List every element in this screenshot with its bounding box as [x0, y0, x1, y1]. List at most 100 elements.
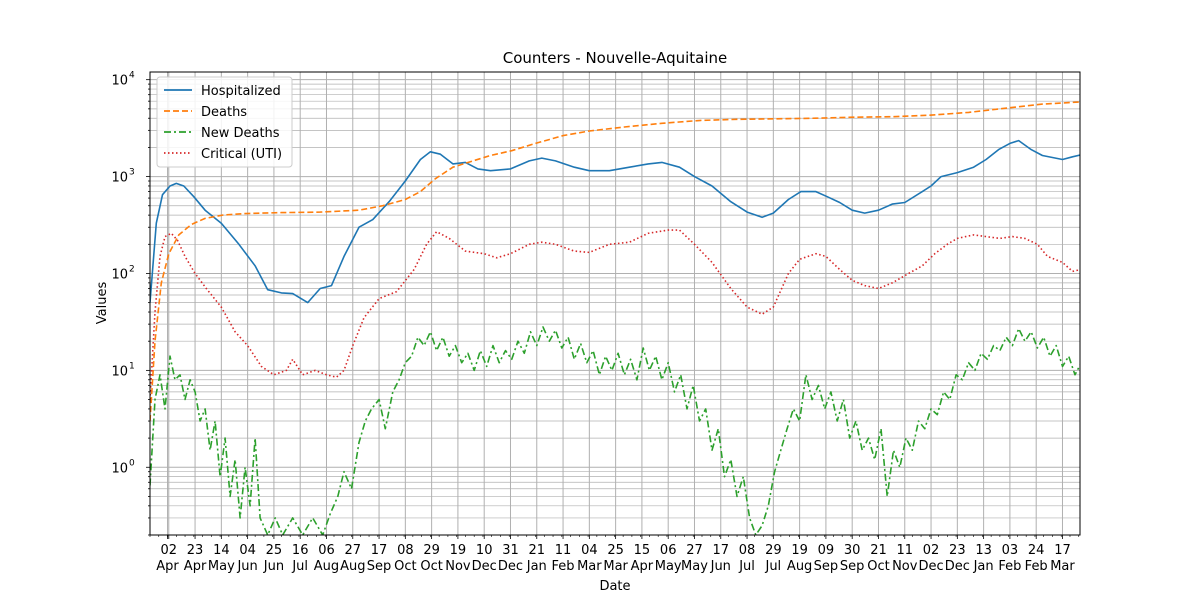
x-tick-label-day: 27: [686, 543, 703, 558]
x-tick-label-day: 16: [292, 543, 309, 558]
x-tick-label-month: Aug: [340, 559, 365, 574]
x-tick-label-day: 19: [450, 543, 467, 558]
y-tick-label: 10: [111, 74, 128, 89]
x-tick-label-day: 06: [660, 543, 677, 558]
x-tick-label-day: 23: [949, 543, 966, 558]
x-tick-label-day: 27: [344, 543, 361, 558]
x-tick-label-day: 08: [397, 543, 414, 558]
x-tick-label-month: Jan: [973, 559, 994, 574]
x-tick-label-month: Feb: [552, 559, 575, 574]
y-tick-label: 10: [111, 461, 128, 476]
x-tick-label-month: Jul: [291, 559, 308, 574]
x-tick-label-day: 17: [1054, 543, 1071, 558]
x-tick-label-day: 02: [923, 543, 940, 558]
x-tick-label-day: 11: [896, 543, 913, 558]
x-tick-label-day: 08: [739, 543, 756, 558]
y-tick-label-exponent: 0: [129, 458, 135, 468]
x-tick-label-month: Jul: [764, 559, 781, 574]
x-tick-label-month: Apr: [184, 559, 207, 574]
x-axis-label: Date: [599, 579, 630, 594]
x-tick-label-day: 03: [1002, 543, 1019, 558]
x-tick-label-day: 29: [765, 543, 782, 558]
x-tick-label-day: 02: [161, 543, 178, 558]
x-tick-label-month: May: [655, 559, 682, 574]
x-tick-label-month: Oct: [420, 559, 442, 574]
x-tick-label-month: Jun: [710, 559, 731, 574]
x-tick-label-day: 14: [213, 543, 230, 558]
x-tick-label-day: 17: [371, 543, 388, 558]
y-tick-label-exponent: 3: [129, 168, 135, 178]
chart-title: Counters - Nouvelle-Aquitaine: [503, 49, 728, 67]
x-tick-label-month: Oct: [867, 559, 889, 574]
series-line-new-deaths: [150, 326, 1080, 535]
y-tick-label: 10: [111, 364, 128, 379]
x-tick-label-month: Dec: [498, 559, 523, 574]
legend-box: [156, 76, 293, 168]
axes-frame: [149, 71, 1081, 536]
grid: [150, 72, 1080, 536]
x-tick-label-month: Nov: [445, 559, 471, 574]
x-tick-label-day: 11: [555, 543, 572, 558]
legend: Hospitalized Deaths New Deaths Critical (UT…: [156, 76, 293, 168]
y-axis-label: Values: [95, 282, 110, 325]
plot-area: [150, 101, 1080, 535]
x-tick-label-month: Sep: [840, 559, 865, 574]
x-tick-label-month: Oct: [394, 559, 416, 574]
x-tick-label-month: Jun: [236, 559, 257, 574]
x-tick-label-month: Apr: [156, 559, 179, 574]
legend-label: Deaths: [201, 105, 247, 120]
x-tick-label-month: Apr: [631, 559, 654, 574]
y-tick-label-exponent: 1: [129, 361, 135, 371]
x-tick-label-month: Dec: [918, 559, 943, 574]
x-tick-label-day: 29: [423, 543, 440, 558]
x-tick-label-month: Mar: [603, 559, 628, 574]
series-line-critical-uti: [150, 229, 1080, 400]
x-tick-label-day: 17: [712, 543, 729, 558]
x-tick-label-day: 21: [528, 543, 545, 558]
legend-label: Critical (UTI): [201, 147, 282, 162]
x-tick-label-day: 31: [502, 543, 519, 558]
x-tick-label-day: 09: [818, 543, 835, 558]
x-tick-label-day: 13: [975, 543, 992, 558]
x-tick-label-month: Mar: [1050, 559, 1075, 574]
x-tick-label-month: Sep: [367, 559, 392, 574]
x-tick-label-month: Sep: [814, 559, 839, 574]
x-tick-label-month: Aug: [314, 559, 339, 574]
x-tick-label-day: 24: [1028, 543, 1045, 558]
y-tick-label: 10: [111, 267, 128, 282]
x-tick-label-day: 06: [318, 543, 335, 558]
x-tick-label-month: May: [681, 559, 708, 574]
series-line-deaths: [150, 101, 1080, 422]
x-tick-label-day: 04: [239, 543, 256, 558]
x-tick-label-month: Dec: [472, 559, 497, 574]
x-tick-label-day: 25: [607, 543, 624, 558]
x-tick-label-day: 30: [844, 543, 861, 558]
legend-label: New Deaths: [201, 126, 280, 141]
x-tick-label-month: Feb: [998, 559, 1021, 574]
x-tick-label-month: Nov: [892, 559, 918, 574]
x-tick-label-day: 10: [476, 543, 493, 558]
x-tick-label-month: Jun: [263, 559, 284, 574]
x-tick-label-month: Mar: [577, 559, 602, 574]
x-tick-label-day: 04: [581, 543, 598, 558]
y-tick-label-exponent: 4: [129, 71, 135, 81]
legend-label: Hospitalized: [201, 84, 281, 99]
x-tick-label-day: 25: [266, 543, 283, 558]
x-tick-label-month: May: [208, 559, 235, 574]
x-tick-label-day: 19: [791, 543, 808, 558]
x-tick-label-month: Jul: [738, 559, 755, 574]
series-line-hospitalized: [150, 139, 1080, 304]
y-tick-label-exponent: 2: [129, 264, 135, 274]
x-tick-label-month: Jan: [526, 559, 547, 574]
x-tick-label-day: 15: [634, 543, 651, 558]
x-tick-label-month: Aug: [787, 559, 812, 574]
y-tick-label: 10: [111, 171, 128, 186]
x-tick-label-day: 23: [187, 543, 204, 558]
x-tick-label-month: Dec: [945, 559, 970, 574]
x-tick-label-day: 21: [870, 543, 887, 558]
x-tick-label-month: Feb: [1025, 559, 1048, 574]
